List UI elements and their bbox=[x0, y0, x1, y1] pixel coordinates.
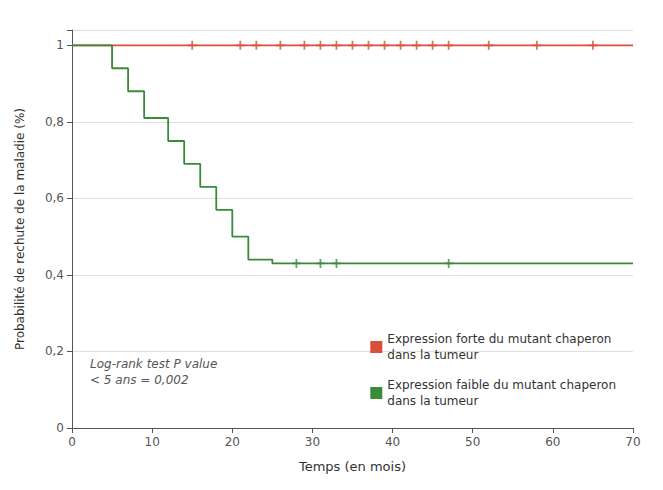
svg-text:60: 60 bbox=[545, 435, 560, 449]
svg-text:0: 0 bbox=[56, 421, 64, 435]
svg-text:Probabilité de rechute de la m: Probabilité de rechute de la maladie (%) bbox=[13, 108, 27, 350]
svg-text:< 5 ans = 0,002: < 5 ans = 0,002 bbox=[90, 373, 189, 387]
svg-text:30: 30 bbox=[305, 435, 320, 449]
svg-text:Temps (en mois): Temps (en mois) bbox=[298, 459, 406, 474]
svg-text:10: 10 bbox=[145, 435, 160, 449]
svg-text:20: 20 bbox=[225, 435, 240, 449]
svg-text:70: 70 bbox=[625, 435, 640, 449]
svg-text:0,2: 0,2 bbox=[45, 344, 64, 358]
svg-text:0,8: 0,8 bbox=[45, 115, 64, 129]
svg-text:dans la tumeur: dans la tumeur bbox=[387, 394, 478, 408]
svg-text:Expression faible du mutant ch: Expression faible du mutant chaperon bbox=[387, 378, 616, 392]
svg-text:Log-rank test P value: Log-rank test P value bbox=[90, 357, 217, 371]
svg-text:Expression forte du mutant cha: Expression forte du mutant chaperon bbox=[387, 332, 611, 346]
svg-text:0: 0 bbox=[68, 435, 76, 449]
svg-text:dans la tumeur: dans la tumeur bbox=[387, 348, 478, 362]
svg-text:0,6: 0,6 bbox=[45, 191, 64, 205]
svg-text:1: 1 bbox=[56, 38, 64, 52]
svg-text:0,4: 0,4 bbox=[45, 268, 64, 282]
svg-text:40: 40 bbox=[385, 435, 400, 449]
svg-text:50: 50 bbox=[465, 435, 480, 449]
